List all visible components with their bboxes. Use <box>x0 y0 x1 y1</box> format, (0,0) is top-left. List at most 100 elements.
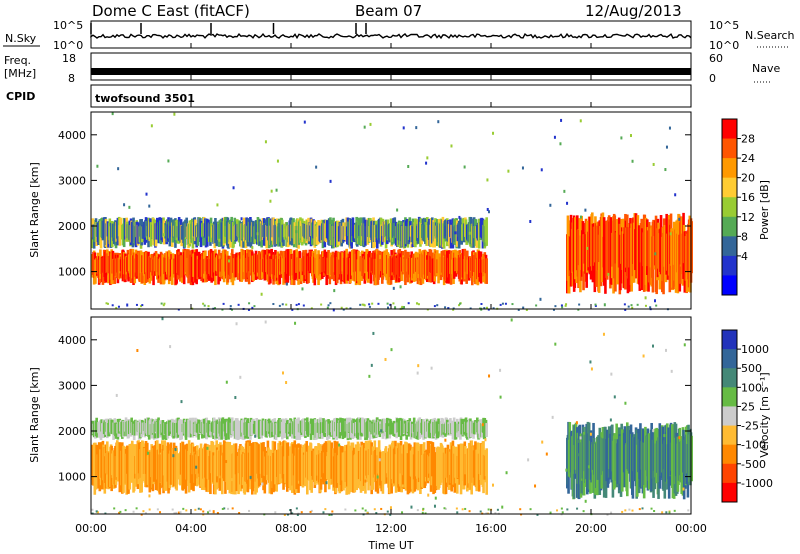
velocity-ground-cell <box>661 511 664 514</box>
power-ground-cell <box>458 304 461 307</box>
velocity-ground-cell <box>208 509 211 512</box>
power-colorbar-label: 4 <box>741 250 748 263</box>
power-ground-cell <box>480 302 483 305</box>
velocity-ground-cell <box>179 511 182 514</box>
velocity-scatter <box>551 415 554 419</box>
velocity-ground-cell <box>375 512 378 515</box>
power-ground-cell <box>295 303 298 306</box>
velocity-scatter <box>261 482 264 486</box>
power-ground-cell <box>492 307 495 310</box>
velocity-ground-cell <box>156 508 159 511</box>
velocity-colorbar-label: -25 <box>741 420 759 433</box>
power-colorbar-label: 16 <box>741 191 755 204</box>
power-scatter <box>301 287 304 291</box>
power-cell <box>597 234 601 293</box>
power-scatter <box>579 215 582 219</box>
power-ground-cell <box>281 303 284 306</box>
power-scatter <box>424 219 427 223</box>
power-ground-cell <box>649 306 652 309</box>
station-title: Dome C East (fitACF) <box>92 2 250 20</box>
velocity-ground-cell <box>91 508 94 511</box>
power-ground-cell <box>386 302 389 305</box>
velocity-scatter <box>444 438 447 442</box>
power-ytick-label: 4000 <box>58 129 86 142</box>
velocity-ground-cell <box>216 512 219 515</box>
power-colorbar-cell <box>722 177 737 198</box>
velocity-scatter <box>410 505 413 509</box>
velocity-scatter <box>510 318 513 322</box>
power-ground-cell <box>329 302 332 305</box>
velocity-ground-cell <box>182 507 185 510</box>
velocity-ground-cell <box>455 507 458 510</box>
velocity-cell <box>485 423 488 437</box>
power-scatter <box>654 252 657 256</box>
power-scatter <box>216 203 219 207</box>
power-ground-cell <box>361 303 364 306</box>
power-colorbar-cell <box>722 138 737 159</box>
velocity-scatter <box>364 479 367 483</box>
velocity-ground-cell <box>464 507 467 510</box>
power-scatter <box>115 242 118 246</box>
power-colorbar-cell <box>722 275 737 296</box>
velocity-scatter <box>678 436 681 440</box>
power-ground-cell <box>561 306 564 309</box>
power-scatter <box>579 119 582 123</box>
velocity-scatter <box>664 348 667 352</box>
power-ground-cell <box>253 305 256 308</box>
freq-label-line1: Freq. <box>4 54 31 67</box>
velocity-ground-cell <box>582 510 585 513</box>
time-xlabel: Time UT <box>367 539 413 552</box>
velocity-scatter <box>587 465 590 469</box>
velocity-ground-cell <box>561 511 564 514</box>
velocity-ground-cell <box>310 509 313 512</box>
velocity-ground-cell <box>361 507 364 510</box>
power-scatter <box>407 164 410 168</box>
power-ground-cell <box>359 303 362 306</box>
power-scatter <box>276 159 279 163</box>
velocity-ytick-label: 2000 <box>58 425 86 438</box>
velocity-scatter <box>320 419 323 423</box>
velocity-scatter <box>488 374 491 378</box>
velocity-scatter <box>195 465 198 469</box>
velocity-scatter <box>136 349 139 353</box>
velocity-scatter <box>491 483 494 487</box>
x-tick-label: 00:00 <box>675 522 707 535</box>
velocity-colorbar-label: -1000 <box>741 477 773 490</box>
velocity-ground-cell <box>650 507 653 510</box>
power-ground-cell <box>162 304 165 307</box>
velocity-colorbar-cell <box>722 482 737 503</box>
velocity-ground-cell <box>328 513 331 516</box>
velocity-ground-cell <box>124 509 127 512</box>
velocity-scatter <box>416 371 419 375</box>
velocity-scatter <box>682 487 685 491</box>
velocity-ground-cell <box>641 507 644 510</box>
nave-tick-bottom: 0 <box>709 72 716 85</box>
power-scatter <box>425 161 428 165</box>
power-ground-cell <box>594 304 597 307</box>
power-scatter <box>126 303 129 307</box>
velocity-scatter <box>652 344 655 348</box>
power-scatter <box>251 246 254 250</box>
velocity-ground-cell <box>628 508 631 511</box>
velocity-ground-cell <box>309 510 312 513</box>
velocity-heatmap <box>91 317 693 516</box>
power-scatter <box>167 159 170 163</box>
power-scatter <box>644 296 647 300</box>
velocity-ground-cell <box>274 511 277 514</box>
power-ytick-label: 2000 <box>58 220 86 233</box>
velocity-scatter <box>683 343 686 347</box>
power-scatter <box>486 178 489 182</box>
velocity-scatter <box>368 374 371 378</box>
velocity-ground-cell <box>422 507 425 510</box>
velocity-ground-cell <box>289 509 292 512</box>
power-ground-cell <box>469 307 472 310</box>
velocity-y-axis: 4000 3000 2000 1000 <box>58 334 691 484</box>
power-scatter <box>264 140 267 144</box>
power-ground-cell <box>401 305 404 308</box>
velocity-scatter <box>609 418 612 422</box>
power-colorbar-cell <box>722 158 737 179</box>
velocity-scatter <box>652 429 655 433</box>
velocity-ground-cell <box>95 510 98 513</box>
power-scatter <box>145 192 148 196</box>
